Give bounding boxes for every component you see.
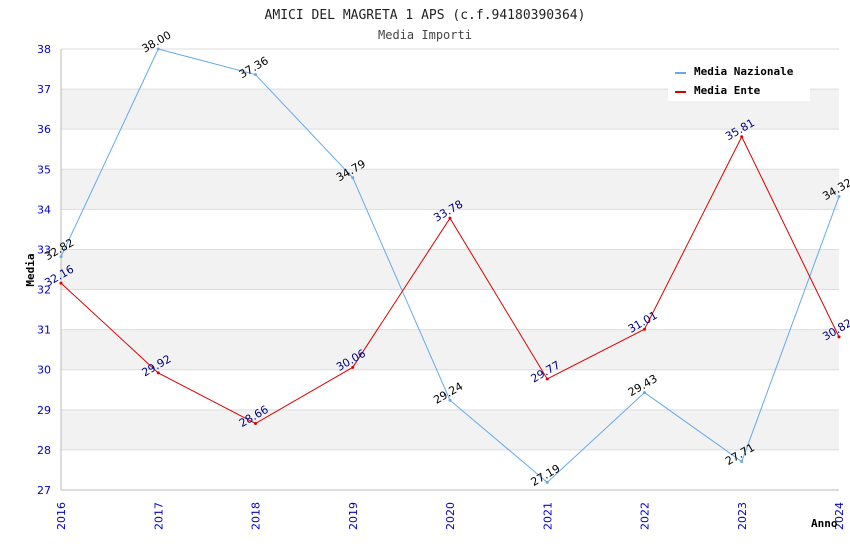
grid-band — [61, 249, 839, 290]
x-tick-labels: 2016 2017 2018 2019 2020 2021 2022 2023 2024 — [55, 502, 846, 530]
y-tick-labels: 27 28 29 30 31 32 33 34 35 36 37 38 — [37, 43, 51, 497]
x-tick-label: 2021 — [541, 502, 554, 530]
grid-band — [61, 209, 839, 250]
data-point-media-nazionale — [254, 73, 257, 77]
grid-band — [61, 409, 839, 450]
y-tick-label: 30 — [37, 364, 51, 377]
grid-band — [61, 449, 839, 490]
legend-label-media-ente: Media Ente — [694, 84, 761, 97]
data-point-media-ente — [740, 135, 744, 139]
x-tick-label: 2022 — [639, 502, 652, 530]
data-point-media-ente — [643, 327, 646, 331]
x-tick-label: 2024 — [833, 502, 846, 530]
data-point-media-ente — [254, 421, 257, 425]
grid-band — [61, 289, 839, 330]
y-tick-label: 38 — [37, 43, 51, 56]
grid-band — [61, 329, 839, 370]
x-tick-label: 2023 — [736, 502, 749, 530]
y-tick-label: 27 — [37, 484, 51, 497]
legend: Media Nazionale Media Ente — [668, 60, 810, 101]
y-tick-label: 36 — [37, 123, 51, 136]
grid-bands — [61, 49, 839, 490]
data-point-media-nazionale — [643, 391, 646, 395]
y-tick-label: 33 — [37, 243, 51, 256]
data-point-media-nazionale — [156, 47, 160, 51]
grid-band — [61, 169, 839, 210]
data-point-media-ente — [156, 371, 160, 375]
chart-subtitle: Media Importi — [378, 28, 472, 42]
x-tick-label: 2019 — [347, 502, 360, 530]
y-tick-label: 35 — [37, 163, 51, 176]
grid-band — [61, 129, 839, 170]
data-point-media-nazionale — [545, 480, 549, 484]
data-point-media-ente — [59, 281, 63, 285]
legend-box — [668, 60, 810, 101]
series-group — [59, 47, 841, 484]
x-tick-label: 2016 — [55, 502, 68, 530]
x-tick-label: 2017 — [152, 502, 165, 530]
x-tick-label: 2018 — [250, 502, 263, 530]
data-point-media-nazionale — [351, 176, 355, 180]
data-point-media-nazionale — [59, 255, 63, 259]
legend-label-media-nazionale: Media Nazionale — [694, 65, 794, 78]
data-point-media-ente — [448, 216, 452, 220]
data-point-media-ente — [351, 365, 355, 369]
y-tick-label: 29 — [37, 404, 51, 417]
x-tick-label: 2020 — [444, 502, 457, 530]
data-point-media-nazionale — [837, 195, 841, 199]
y-tick-label: 32 — [37, 284, 51, 297]
y-tick-label: 34 — [37, 203, 51, 216]
data-point-media-nazionale — [448, 398, 452, 402]
data-point-media-nazionale — [740, 460, 744, 464]
data-point-media-ente — [545, 377, 549, 381]
data-point-media-ente — [837, 335, 841, 339]
y-axis-label: Media — [24, 253, 37, 286]
x-axis-label: Anno — [811, 517, 838, 530]
y-tick-label: 28 — [37, 444, 51, 457]
y-tick-label: 37 — [37, 83, 51, 96]
grid-lines — [61, 48, 839, 491]
chart-title: AMICI DEL MAGRETA 1 APS (c.f.94180390364… — [265, 8, 586, 23]
y-tick-label: 31 — [37, 324, 51, 337]
